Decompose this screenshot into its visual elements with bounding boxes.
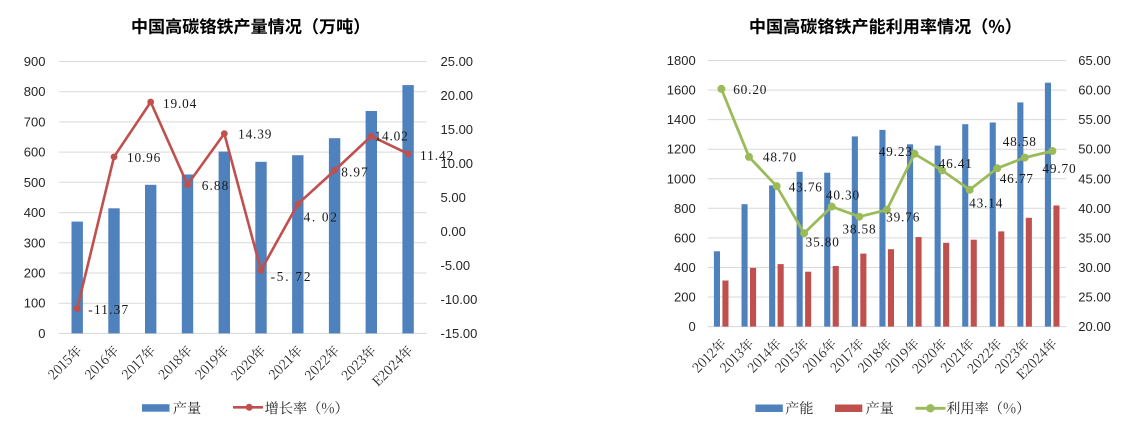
svg-text:-5. 72: -5. 72 bbox=[271, 269, 311, 284]
svg-text:20.00: 20.00 bbox=[1078, 319, 1111, 334]
svg-text:500: 500 bbox=[24, 175, 46, 190]
svg-text:39.76: 39.76 bbox=[886, 210, 920, 225]
svg-text:10.96: 10.96 bbox=[127, 150, 161, 165]
svg-text:600: 600 bbox=[674, 230, 696, 245]
svg-text:0.00: 0.00 bbox=[441, 224, 466, 239]
svg-text:1000: 1000 bbox=[667, 171, 696, 186]
svg-text:25.00: 25.00 bbox=[1078, 290, 1111, 305]
svg-text:38.58: 38.58 bbox=[842, 221, 876, 236]
svg-text:35.00: 35.00 bbox=[1078, 230, 1111, 245]
svg-text:100: 100 bbox=[24, 296, 46, 311]
svg-text:900: 900 bbox=[24, 54, 46, 69]
svg-text:20.00: 20.00 bbox=[441, 88, 474, 103]
svg-text:300: 300 bbox=[24, 235, 46, 250]
svg-text:800: 800 bbox=[24, 84, 46, 99]
svg-text:-10.00: -10.00 bbox=[441, 292, 478, 307]
svg-text:50.00: 50.00 bbox=[1078, 142, 1111, 157]
svg-text:1800: 1800 bbox=[667, 53, 696, 68]
svg-text:65.00: 65.00 bbox=[1078, 53, 1111, 68]
svg-text:0: 0 bbox=[38, 326, 45, 341]
svg-text:15.00: 15.00 bbox=[441, 122, 474, 137]
svg-text:1400: 1400 bbox=[667, 112, 696, 127]
svg-text:40.00: 40.00 bbox=[1078, 201, 1111, 216]
svg-text:43.76: 43.76 bbox=[789, 180, 823, 195]
svg-text:4. 02: 4. 02 bbox=[304, 209, 337, 224]
svg-text:40.30: 40.30 bbox=[826, 187, 860, 202]
svg-text:46.77: 46.77 bbox=[1000, 171, 1034, 186]
svg-text:700: 700 bbox=[24, 114, 46, 129]
svg-text:14.39: 14.39 bbox=[238, 127, 272, 142]
svg-text:8.97: 8.97 bbox=[341, 165, 368, 180]
svg-text:48.58: 48.58 bbox=[1003, 134, 1037, 149]
svg-text:46.41: 46.41 bbox=[939, 156, 972, 171]
svg-text:10.00: 10.00 bbox=[441, 156, 474, 171]
svg-text:14.02: 14.02 bbox=[375, 128, 408, 143]
svg-text:400: 400 bbox=[674, 260, 696, 275]
svg-text:45.00: 45.00 bbox=[1078, 171, 1111, 186]
svg-text:25.00: 25.00 bbox=[441, 54, 474, 69]
svg-text:49.23: 49.23 bbox=[879, 144, 913, 159]
svg-text:55.00: 55.00 bbox=[1078, 112, 1111, 127]
svg-text:-5.00: -5.00 bbox=[441, 258, 471, 273]
svg-text:48.70: 48.70 bbox=[763, 150, 797, 165]
svg-text:0: 0 bbox=[688, 319, 695, 334]
svg-text:35.80: 35.80 bbox=[806, 235, 840, 250]
svg-text:6.88: 6.88 bbox=[202, 178, 229, 193]
svg-text:600: 600 bbox=[24, 145, 46, 160]
svg-text:1600: 1600 bbox=[667, 83, 696, 98]
svg-text:-15.00: -15.00 bbox=[441, 326, 478, 341]
svg-text:43.14: 43.14 bbox=[969, 195, 1003, 210]
svg-text:60.20: 60.20 bbox=[733, 82, 767, 97]
svg-text:11.42: 11.42 bbox=[420, 148, 453, 163]
svg-text:-11.37: -11.37 bbox=[88, 302, 128, 317]
svg-text:200: 200 bbox=[24, 266, 46, 281]
svg-text:5.00: 5.00 bbox=[441, 190, 466, 205]
svg-text:800: 800 bbox=[674, 201, 696, 216]
svg-text:1200: 1200 bbox=[667, 142, 696, 157]
svg-text:200: 200 bbox=[674, 290, 696, 305]
svg-text:60.00: 60.00 bbox=[1078, 83, 1111, 98]
svg-text:19.04: 19.04 bbox=[163, 96, 197, 111]
svg-text:30.00: 30.00 bbox=[1078, 260, 1111, 275]
svg-text:400: 400 bbox=[24, 205, 46, 220]
svg-text:49.70: 49.70 bbox=[1042, 161, 1076, 176]
